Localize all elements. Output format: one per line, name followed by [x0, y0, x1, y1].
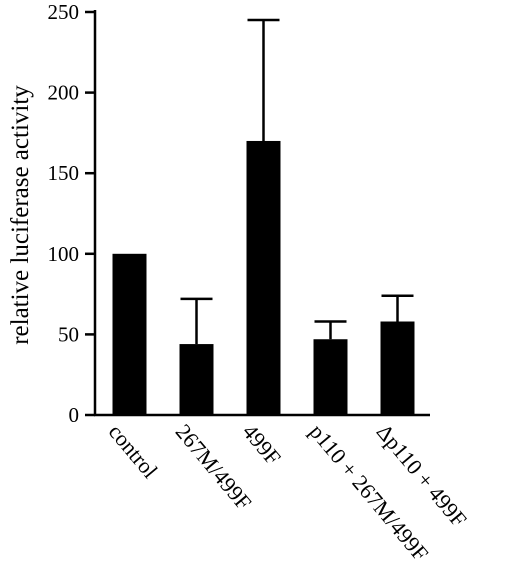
chart-error-bars: [180, 18, 414, 345]
x-category-label: 499F: [238, 419, 286, 470]
bar: [313, 339, 348, 415]
y-tick-label: 150: [48, 161, 80, 185]
bar: [380, 321, 415, 415]
chart-bars: [112, 140, 415, 415]
bar: [179, 344, 214, 415]
y-axis-ticks: 0 50 100 150 200 250: [48, 0, 95, 427]
x-category-label: control: [104, 419, 163, 483]
y-tick-label: 50: [58, 322, 79, 346]
y-tick-label: 100: [48, 242, 80, 266]
bar: [112, 253, 147, 415]
y-tick-label: 250: [48, 0, 80, 24]
x-category-label: p110 + 267M/499F: [305, 419, 434, 566]
y-tick-label: 200: [48, 81, 80, 105]
y-tick-label: 0: [69, 403, 80, 427]
y-axis-label: relative luciferase activity: [7, 85, 34, 345]
bar: [246, 140, 281, 415]
